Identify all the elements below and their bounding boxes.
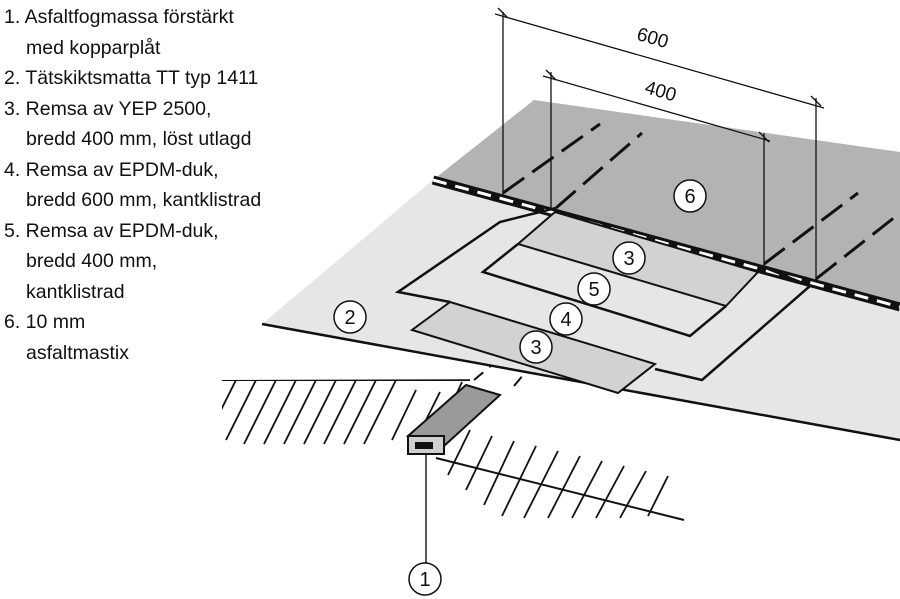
legend-item-6-line-2: asfaltmastix [26,341,129,364]
legend-item-6-line-1: 6. 10 mm [4,311,86,333]
legend-item-1-line-1: 1. Asfaltfogmassa förstärkt [4,6,234,28]
callout-4-label: 4 [560,309,571,331]
joint-line [431,175,900,312]
dimension-lines [494,7,825,281]
strip-5-outline [480,243,727,338]
callout-6: 6 [673,179,707,213]
legend: 1. Asfaltfogmassa förstärkt med kopparpl… [4,2,304,368]
legend-item-5: 5. Remsa av EPDM-duk, bredd 400 mm, kant… [4,216,304,308]
legend-item-6: 6. 10 mm asfaltmastix [4,307,304,368]
legend-item-1-line-2: med kopparplåt [26,36,161,59]
callout-3-lower: 3 [519,330,553,364]
soil-hatching [222,379,685,521]
callout-3-lower-label: 3 [530,337,541,359]
callout-1: 1 [408,562,442,596]
legend-item-3-line-1: 3. Remsa av YEP 2500, [4,97,212,120]
callout-4: 4 [549,302,583,336]
callout-2: 2 [333,300,367,334]
callout-6-label: 6 [684,186,695,208]
dimension-400-label: 400 [642,77,678,106]
callout-5: 5 [577,272,611,306]
strip-4-outline [394,206,557,304]
joint-groove [405,364,525,566]
legend-item-5-line-2: bredd 400 mm, [26,250,158,272]
strip-4-outline-right [654,266,813,382]
callout-5-label: 5 [588,279,599,301]
legend-item-5-line-3: kantklistrad [26,280,125,303]
callout-1-label: 1 [419,569,430,591]
legend-item-2-line-1: 2. Tätskiktsmatta TT typ 1411 [4,67,259,89]
membrane-area [262,180,900,440]
mastic-area [433,100,900,307]
legend-item-4-line-2: bredd 600 mm, kantklistrad [26,189,262,211]
dimension-600-label: 600 [634,24,670,53]
callout-3-upper: 3 [612,241,646,275]
legend-item-3-line-2: bredd 400 mm, löst utlagd [26,128,252,150]
legend-item-5-line-1: 5. Remsa av EPDM-duk, [4,219,219,242]
callout-3-upper-label: 3 [623,248,634,270]
legend-item-3: 3. Remsa av YEP 2500, bredd 400 mm, löst… [4,94,304,155]
legend-item-4-line-1: 4. Remsa av EPDM-duk, [4,158,219,181]
legend-item-1: 1. Asfaltfogmassa förstärkt med kopparpl… [4,2,304,63]
legend-item-4: 4. Remsa av EPDM-duk, bredd 600 mm, kant… [4,155,304,216]
legend-item-2: 2. Tätskiktsmatta TT typ 1411 [4,63,304,94]
callout-2-label: 2 [344,307,355,329]
